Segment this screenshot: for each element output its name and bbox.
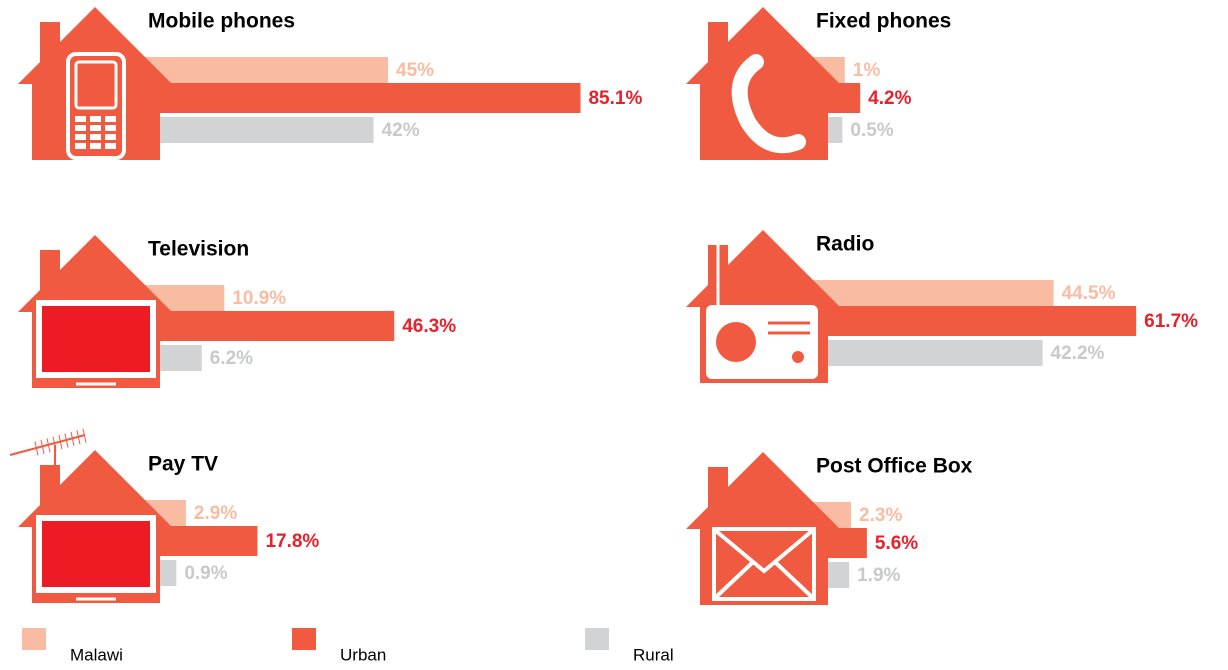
phone-body	[66, 52, 126, 160]
value-label: 1.9%	[857, 565, 900, 586]
phone-key	[75, 116, 86, 122]
phone-key	[105, 134, 116, 140]
value-label: 1%	[853, 60, 881, 81]
value-label: 42%	[382, 120, 420, 141]
tv-screen	[42, 521, 150, 587]
value-label: 46.3%	[402, 316, 456, 337]
value-label: 2.9%	[194, 503, 237, 524]
panel: 2.9% 17.8% 0.9% Pay TV	[9, 428, 319, 603]
handset	[731, 54, 806, 154]
panel: 45% 85.1% 42% Mobile phones	[18, 7, 642, 160]
antenna-element	[46, 438, 51, 453]
value-label: 4.2%	[868, 88, 911, 109]
value-label: 61.7%	[1144, 311, 1198, 332]
panel-title: Television	[148, 238, 249, 261]
bar	[798, 340, 1043, 366]
envelope-flap	[714, 529, 814, 599]
house	[18, 7, 172, 160]
antenna-element	[34, 441, 39, 456]
legend-swatch	[292, 628, 316, 650]
panel: 44.5% 61.7% 42.2% Radio	[686, 230, 1198, 383]
value-label: 10.9%	[232, 288, 286, 309]
bar	[130, 117, 374, 143]
panel: 1% 4.2% 0.5% Fixed phones	[686, 7, 951, 160]
phone-key	[75, 143, 86, 149]
phone-key	[90, 125, 101, 131]
value-label: 6.2%	[210, 348, 253, 369]
envelope	[712, 527, 816, 601]
antenna-element	[76, 430, 81, 445]
antenna-element	[58, 434, 63, 450]
bar	[130, 83, 581, 113]
bar	[798, 306, 1137, 336]
legend-label: Rural	[633, 645, 674, 664]
phone-key	[90, 116, 101, 122]
panel: 2.3% 5.6% 1.9% Post Office Box	[686, 452, 973, 605]
value-label: 44.5%	[1062, 283, 1116, 304]
value-label: 0.5%	[850, 120, 893, 141]
legend-label: Malawi	[70, 645, 123, 664]
house	[686, 7, 840, 160]
antenna-element	[70, 431, 75, 447]
antenna-element	[52, 436, 57, 451]
legend-label: Urban	[340, 645, 386, 664]
antenna-element	[40, 439, 45, 455]
value-label: 42.2%	[1051, 343, 1105, 364]
panel-title: Radio	[816, 233, 874, 256]
value-label: 85.1%	[588, 88, 642, 109]
legend-swatch	[22, 628, 46, 650]
phone-key	[90, 143, 101, 149]
radio-speaker	[716, 322, 756, 362]
panel-title: Fixed phones	[816, 10, 951, 33]
tv-screen	[42, 306, 150, 372]
panel: 10.9% 46.3% 6.2% Television	[18, 235, 456, 388]
panel-title: Post Office Box	[816, 455, 973, 478]
value-label: 0.9%	[184, 563, 227, 584]
value-label: 17.8%	[265, 531, 319, 552]
value-label: 45%	[396, 60, 434, 81]
legend-swatch	[585, 628, 609, 650]
value-label: 5.6%	[875, 533, 918, 554]
phone-key	[105, 116, 116, 122]
panel-title: Mobile phones	[148, 10, 295, 33]
radio-knob	[792, 351, 804, 363]
value-label: 2.3%	[859, 505, 902, 526]
phone-key	[75, 134, 86, 140]
antenna-element	[82, 428, 87, 443]
phone-key	[105, 125, 116, 131]
phone-key	[75, 125, 86, 131]
phone-screen	[74, 60, 118, 110]
panel-title: Pay TV	[148, 453, 218, 476]
bar	[130, 57, 388, 83]
bar	[798, 280, 1054, 306]
antenna-element	[64, 433, 69, 448]
bar	[130, 311, 395, 341]
phone-key	[90, 134, 101, 140]
phone-key	[105, 143, 116, 149]
